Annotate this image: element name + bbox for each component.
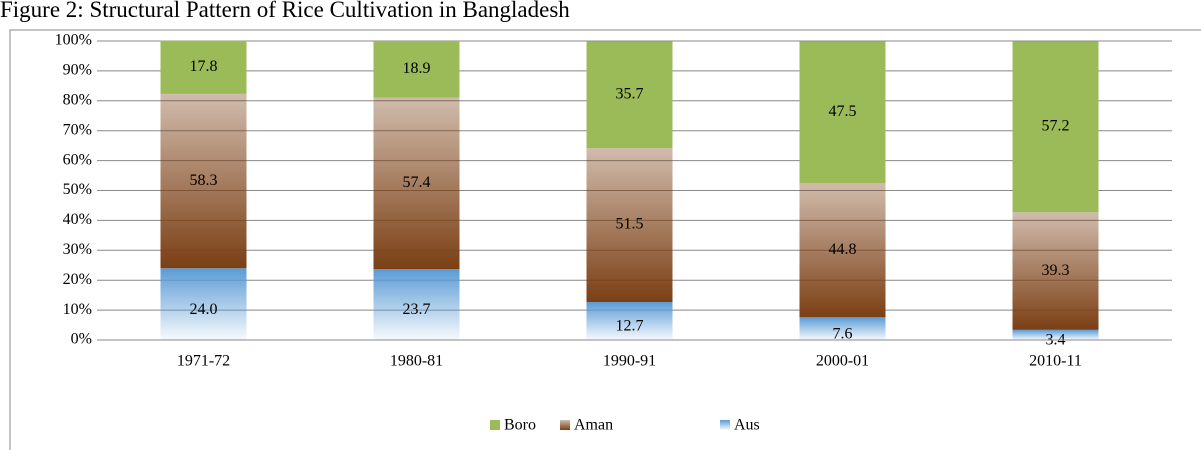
x-tick-label: 1971-72 bbox=[177, 353, 230, 370]
legend-swatch bbox=[560, 420, 570, 430]
bar-segment bbox=[799, 317, 886, 340]
x-tick-label: 1980-81 bbox=[390, 353, 443, 370]
bar-segment bbox=[1012, 41, 1099, 213]
bar-segment bbox=[586, 148, 673, 303]
data-label: 57.2 bbox=[1042, 117, 1070, 134]
data-label: 58.3 bbox=[190, 172, 218, 189]
y-tick-label: 50% bbox=[63, 181, 92, 198]
y-tick-label: 90% bbox=[63, 62, 92, 79]
bar-segment bbox=[1012, 212, 1099, 330]
y-tick-label: 60% bbox=[63, 151, 92, 168]
bar-segment bbox=[160, 40, 247, 94]
data-label: 35.7 bbox=[616, 85, 644, 102]
bar-segment bbox=[586, 302, 673, 340]
data-label: 44.8 bbox=[829, 241, 857, 258]
y-tick-label: 20% bbox=[63, 271, 92, 288]
bar-segment bbox=[373, 269, 460, 340]
legend-label: Aus bbox=[734, 417, 760, 434]
legend-swatch bbox=[720, 420, 730, 430]
data-label: 23.7 bbox=[403, 301, 431, 318]
bar-segment bbox=[799, 183, 886, 318]
data-label: 7.6 bbox=[833, 325, 853, 342]
legend-swatch bbox=[490, 420, 500, 430]
bar-segment bbox=[160, 268, 247, 340]
data-label: 24.0 bbox=[190, 301, 218, 318]
y-tick-label: 80% bbox=[63, 91, 92, 108]
chart-title: Figure 2: Structural Pattern of Rice Cul… bbox=[0, 0, 570, 22]
data-label: 47.5 bbox=[829, 103, 857, 120]
x-tick-label: 2010-11 bbox=[1029, 353, 1082, 370]
bar-segment bbox=[799, 41, 886, 184]
bar-segment bbox=[586, 41, 673, 149]
y-tick-label: 30% bbox=[63, 241, 92, 258]
y-tick-label: 0% bbox=[71, 331, 92, 348]
data-label: 17.8 bbox=[190, 58, 218, 75]
y-tick-label: 70% bbox=[63, 121, 92, 138]
legend-label: Aman bbox=[574, 417, 613, 434]
bar-segment bbox=[373, 97, 460, 270]
data-label: 18.9 bbox=[403, 60, 431, 77]
x-tick-label: 2000-01 bbox=[816, 353, 869, 370]
y-tick-label: 100% bbox=[55, 32, 92, 49]
legend-label: Boro bbox=[504, 417, 536, 434]
data-label: 57.4 bbox=[403, 174, 431, 191]
data-label: 51.5 bbox=[616, 216, 644, 233]
bar-segment bbox=[1012, 329, 1099, 340]
x-tick-label: 1990-91 bbox=[603, 353, 656, 370]
data-label: 39.3 bbox=[1042, 262, 1070, 279]
y-tick-label: 40% bbox=[63, 211, 92, 228]
y-tick-label: 10% bbox=[63, 301, 92, 318]
bar-segment bbox=[160, 93, 247, 269]
bar-segment bbox=[373, 41, 460, 98]
data-label: 12.7 bbox=[616, 318, 644, 335]
